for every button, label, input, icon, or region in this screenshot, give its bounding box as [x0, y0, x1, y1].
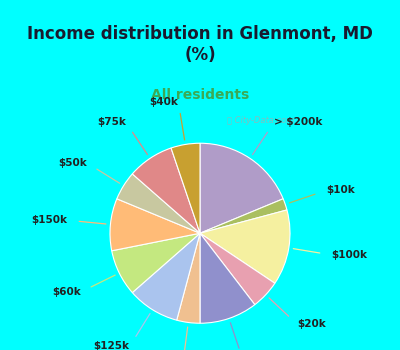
Text: $60k: $60k [52, 287, 80, 297]
Wedge shape [177, 233, 200, 323]
Wedge shape [132, 148, 200, 233]
Text: $10k: $10k [326, 186, 355, 195]
Text: > $200k: > $200k [274, 118, 322, 127]
Wedge shape [110, 199, 200, 251]
Wedge shape [171, 143, 200, 233]
Wedge shape [200, 143, 283, 233]
Text: Income distribution in Glenmont, MD
(%): Income distribution in Glenmont, MD (%) [27, 26, 373, 64]
Text: $50k: $50k [58, 158, 87, 168]
Text: All residents: All residents [151, 88, 249, 102]
Text: $40k: $40k [150, 97, 178, 107]
Wedge shape [112, 233, 200, 293]
Wedge shape [117, 174, 200, 233]
Text: $100k: $100k [332, 250, 368, 260]
Wedge shape [132, 233, 200, 320]
Text: $75k: $75k [97, 118, 126, 127]
Wedge shape [200, 233, 275, 304]
Wedge shape [200, 233, 255, 323]
Wedge shape [200, 210, 290, 283]
Text: ⓘ City-Data.com: ⓘ City-Data.com [227, 117, 294, 126]
Text: $150k: $150k [32, 215, 68, 225]
Text: $125k: $125k [94, 341, 130, 350]
Wedge shape [200, 199, 287, 233]
Text: $20k: $20k [297, 319, 326, 329]
